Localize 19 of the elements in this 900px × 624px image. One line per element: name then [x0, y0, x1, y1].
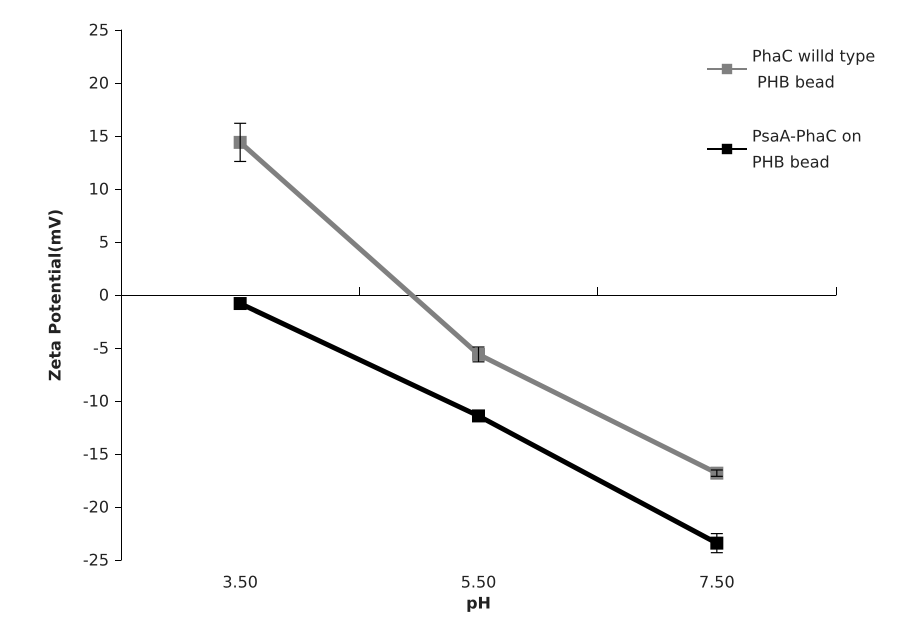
y-tick-label: -20	[82, 498, 109, 517]
point	[472, 409, 485, 422]
y-tick-label: -10	[82, 392, 109, 411]
legend-label: PsaA-PhaC on PHB bead	[752, 126, 867, 172]
y-tick-label: 5	[98, 232, 109, 252]
y-tick-label: 15	[88, 126, 109, 146]
y-tick-label: -25	[82, 550, 109, 570]
y-tick-label: 20	[88, 74, 109, 93]
y-tick-label: -5	[93, 338, 109, 358]
y-tick-label: 10	[88, 180, 109, 199]
y-axis-title: Zeta Potential(mV)	[46, 208, 64, 382]
x-axis-title: pH	[466, 594, 491, 612]
legend-label: PhaC willd type PHB bead	[752, 46, 876, 92]
y-tick-label: -15	[82, 444, 109, 464]
y-tick-label: 0	[98, 286, 109, 305]
x-tick-label: 3.50	[222, 572, 258, 592]
x-tick-label: 7.50	[699, 572, 735, 592]
y-tick-label: 25	[88, 20, 109, 40]
x-tick-label: 5.50	[460, 572, 496, 592]
